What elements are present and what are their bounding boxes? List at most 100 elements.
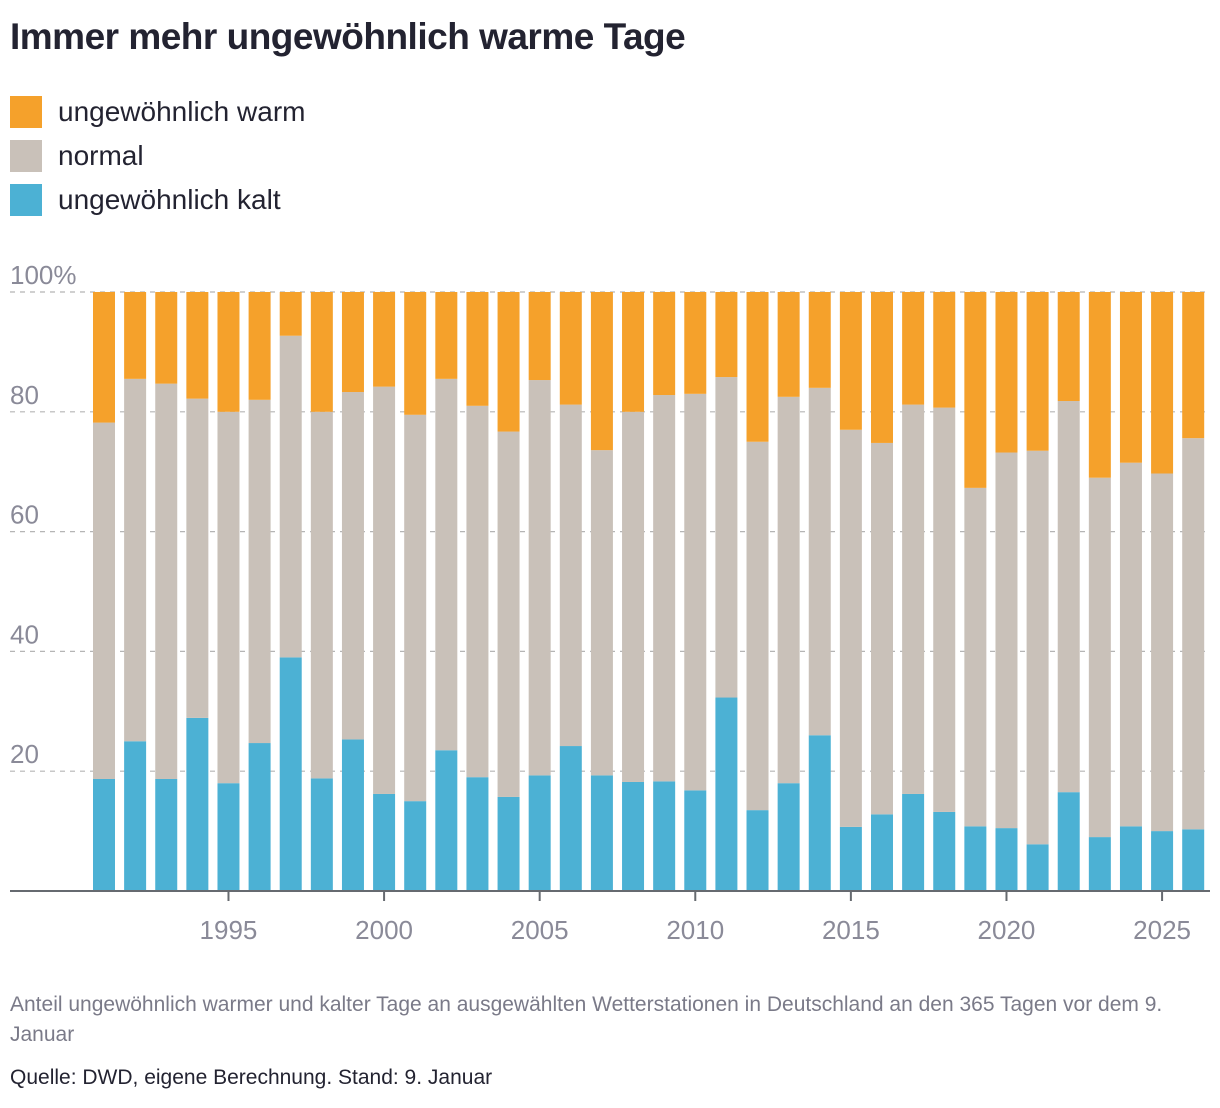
bar-segment — [466, 292, 489, 406]
chart-title: Immer mehr ungewöhnlich warme Tage — [10, 16, 686, 57]
bar-segment — [684, 393, 707, 791]
bar-segment — [746, 810, 769, 891]
bar-segment — [839, 826, 862, 891]
bar-segment — [186, 398, 209, 718]
bar-segment — [1026, 844, 1049, 891]
y-tick-label: 20 — [10, 739, 39, 769]
x-tick-label: 2015 — [822, 915, 880, 945]
bar-segment — [1151, 831, 1174, 891]
x-tick-label: 2010 — [666, 915, 724, 945]
bar-segment — [808, 735, 831, 891]
bar-segment — [93, 292, 115, 423]
bar-segment — [466, 405, 489, 778]
bar-segment — [715, 697, 738, 891]
bar-segment — [248, 743, 271, 891]
legend-label-cold: ungewöhnlich kalt — [58, 184, 281, 215]
bar-segment — [808, 387, 831, 736]
bar-segment — [559, 404, 582, 747]
legend-swatch-cold — [10, 184, 42, 216]
bar-segment — [622, 781, 645, 891]
bar-segment — [1182, 438, 1205, 830]
x-tick-label: 1995 — [200, 915, 258, 945]
bar-segment — [933, 407, 956, 812]
legend-item-cold: ungewöhnlich kalt — [10, 184, 305, 216]
bar-segment — [902, 292, 925, 405]
bar-segment — [404, 292, 427, 415]
bar-segment — [248, 399, 271, 744]
bar-segment — [684, 790, 707, 891]
bar-segment — [1088, 477, 1111, 838]
bar-segment — [497, 796, 520, 891]
bar-segment — [155, 383, 178, 779]
x-tick-label: 2020 — [978, 915, 1036, 945]
legend-swatch-normal — [10, 140, 42, 172]
bar-segment — [1119, 292, 1142, 463]
bar-segment — [622, 292, 645, 412]
chart-subtitle: Anteil ungewöhnlich warmer und kalter Ta… — [10, 993, 1163, 1046]
bar-segment — [373, 386, 396, 794]
bar-segment — [715, 292, 738, 378]
bar-segment — [528, 292, 551, 381]
bar-segment — [310, 411, 333, 779]
bar-segment — [1088, 292, 1111, 478]
bar-segment — [902, 404, 925, 794]
bar-segment — [653, 781, 676, 891]
x-tick-label: 2025 — [1133, 915, 1191, 945]
bar-segment — [217, 783, 240, 891]
bar-segment — [217, 411, 240, 784]
bar-segment — [248, 292, 271, 400]
bar-segment — [310, 292, 333, 412]
bar-segment — [435, 750, 458, 891]
legend-label-normal: normal — [58, 140, 144, 171]
bar-segment — [341, 739, 364, 891]
bar-segment — [497, 431, 520, 797]
bar-segment — [341, 392, 364, 740]
bar-segment — [155, 778, 178, 891]
bar-segment — [93, 778, 115, 891]
bar-segment — [93, 422, 115, 779]
bar-segment — [653, 395, 676, 782]
bar-segment — [1057, 792, 1080, 891]
legend-label-warm: ungewöhnlich warm — [58, 96, 306, 127]
bar-segment — [497, 292, 520, 432]
bar-segment — [279, 657, 302, 891]
bar-segment — [808, 292, 831, 388]
bar-segment — [559, 292, 582, 405]
bar-segment — [310, 778, 333, 891]
bar-segment — [1182, 829, 1205, 891]
bar-segment — [964, 292, 987, 488]
bar-segment — [435, 378, 458, 751]
bar-segment — [341, 292, 364, 393]
bar-segment — [279, 335, 302, 658]
bar-segment — [590, 450, 613, 776]
bar-segment — [1151, 473, 1174, 832]
stacked-bar-chart: 20 40 60 80 100% 1995 2000 2005 2010 2015 2020 2025 — [10, 260, 1210, 945]
bar-segment — [186, 292, 209, 399]
bar-segment — [528, 380, 551, 776]
bar-segment — [964, 826, 987, 891]
y-tick-label: 80 — [10, 380, 39, 410]
bar-segment — [124, 741, 147, 891]
bar-segment — [777, 783, 800, 891]
bar-segment — [404, 414, 427, 802]
bar-segment — [902, 793, 925, 891]
bar-segment — [746, 292, 769, 442]
y-tick-label: 60 — [10, 500, 39, 530]
bar-segment — [1151, 292, 1174, 474]
bar-segment — [746, 441, 769, 811]
bar-segment — [155, 292, 178, 384]
bar-segment — [715, 377, 738, 698]
y-tick-label: 40 — [10, 619, 39, 649]
bar-segment — [777, 396, 800, 784]
bar-segment — [435, 292, 458, 379]
bar-segment — [466, 777, 489, 891]
bar-segment — [124, 378, 147, 742]
bar-segment — [622, 411, 645, 782]
bar-segment — [1026, 450, 1049, 845]
bar-segment — [186, 717, 209, 891]
bar-segment — [1182, 292, 1205, 439]
x-tick-label: 2000 — [355, 915, 413, 945]
bar-segment — [590, 292, 613, 451]
bar-segment — [1119, 462, 1142, 827]
y-tick-label: 100% — [10, 260, 77, 290]
